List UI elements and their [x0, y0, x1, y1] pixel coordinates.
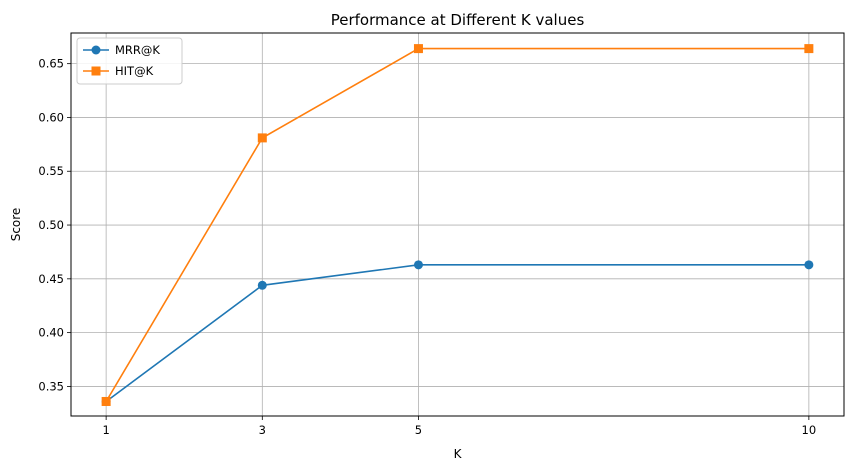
data-point: [804, 44, 814, 54]
plot-frame: [70, 32, 845, 417]
y-tick-label: 0.65: [38, 57, 64, 71]
axis-ticks: 1 3 5 10 0.35 0.40 0.45 0.50 0.55 0.60 0.65: [38, 57, 816, 437]
legend: MRR@K HIT@K: [76, 37, 183, 85]
x-axis-label: K: [454, 447, 463, 461]
x-tick-label: 5: [415, 423, 422, 437]
gridlines: [71, 33, 844, 416]
y-tick-label: 0.55: [38, 164, 64, 178]
x-tick-label: 1: [102, 423, 109, 437]
y-tick-label: 0.45: [38, 272, 64, 286]
legend-label: HIT@K: [115, 64, 154, 78]
data-point: [257, 133, 267, 143]
data-point: [413, 260, 423, 270]
legend-marker: [91, 45, 101, 55]
legend-label: MRR@K: [115, 43, 160, 57]
y-tick-label: 0.60: [38, 110, 64, 124]
x-tick-label: 3: [259, 423, 266, 437]
series-line: [105, 264, 809, 403]
x-tick-label: 10: [802, 423, 817, 437]
y-tick-label: 0.50: [38, 218, 64, 232]
y-tick-label: 0.35: [38, 379, 64, 393]
series-1: [101, 44, 814, 406]
data-point: [101, 396, 111, 406]
series-group: [101, 44, 814, 406]
legend-item: HIT@K: [83, 64, 154, 78]
legend-marker: [91, 66, 101, 76]
data-point: [804, 260, 814, 270]
y-tick-label: 0.40: [38, 326, 64, 340]
series-line: [105, 47, 809, 402]
y-axis-label: Score: [9, 208, 23, 242]
data-point: [257, 280, 267, 290]
chart-title: Performance at Different K values: [331, 11, 585, 29]
data-point: [413, 44, 423, 54]
legend-item: MRR@K: [83, 43, 160, 57]
